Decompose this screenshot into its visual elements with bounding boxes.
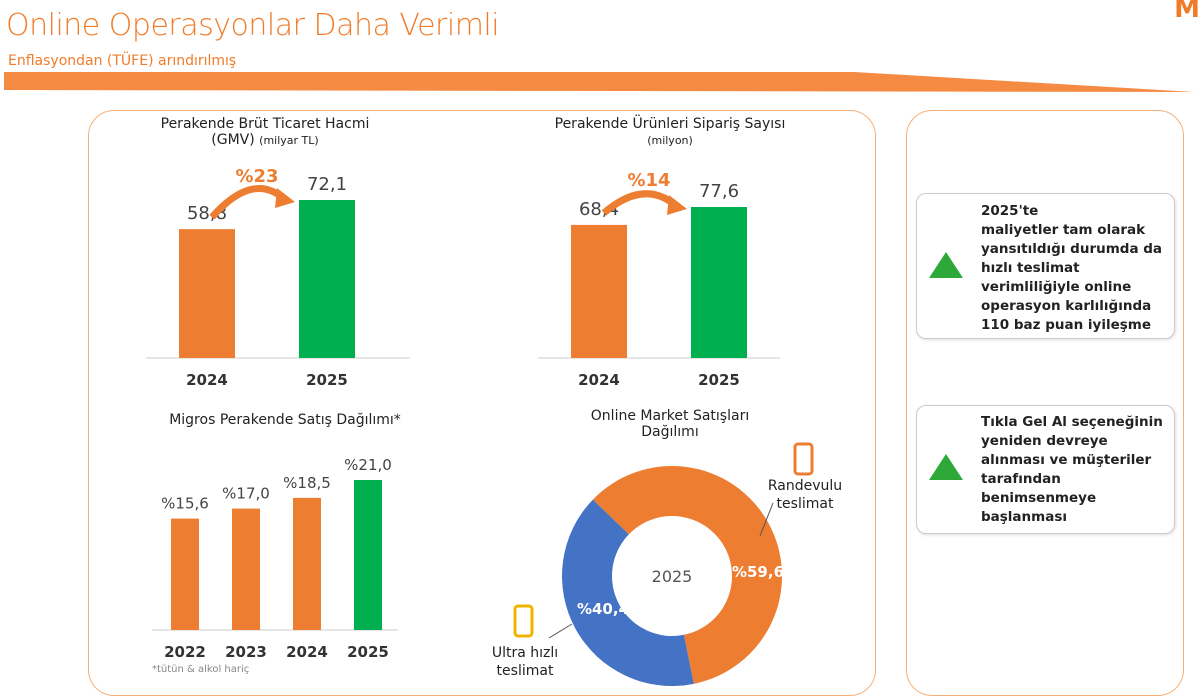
data-label: %15,6 [161,495,209,513]
footnote: *tütün & alkol hariç [152,664,250,675]
bar-2024 [293,497,321,630]
tick-label: 2025 [306,371,348,389]
growth-label: %14 [627,170,670,191]
info-card-1: 2025'te maliyetler tam olarak yansıtıldığı… [916,193,1175,339]
tick-label: 2022 [164,643,206,661]
info-text-1: 2025'te maliyetler tam olarak yansıtıldığı… [981,203,1163,333]
up-triangle-icon [929,454,963,480]
legend-label: Ultra hızlı [492,645,558,661]
legend-label: Randevulu [768,478,842,494]
data-label: %17,0 [222,485,270,503]
growth-label: %23 [235,166,278,187]
legend-label: teslimat [497,663,554,679]
bar-2025 [299,200,355,358]
phone-cart-icon [793,442,814,476]
bar-2024 [179,229,235,358]
header-band [4,72,1194,92]
bar-2023 [232,508,260,630]
slice-label: %59,6 [732,563,784,581]
tick-label: 2024 [578,371,620,389]
slice-label: %40,4 [577,600,629,618]
page-subtitle: Enflasyondan (TÜFE) arındırılmış [8,53,237,69]
info-text-2: Tıkla Gel Al seçeneğinin yeniden devreye a… [981,414,1163,525]
tick-label: 2025 [698,371,740,389]
page-title: Online Operasyonlar Daha Verimli [6,8,500,43]
share-chart-title: Migros Perakende Satış Dağılımı* [169,412,401,428]
data-label: %21,0 [344,456,392,474]
donut-slice [592,466,782,684]
gmv-chart-title: Perakende Brüt Ticaret Hacmi (GMV) (milya… [160,116,370,148]
tick-label: 2023 [225,643,267,661]
donut-slice [562,499,694,686]
info-card-2: Tıkla Gel Al seçeneğinin yeniden devreye a… [916,405,1175,534]
logo: M [1174,0,1200,24]
arrow-head-icon [275,188,295,208]
bar-2024 [571,224,627,358]
data-label: 77,6 [699,181,739,202]
leader-line [548,623,573,639]
data-label: 68,4 [579,199,619,220]
tick-label: 2025 [347,643,389,661]
legend-label: teslimat [777,496,834,512]
bar-2022 [171,518,199,630]
up-triangle-icon [929,252,963,278]
bar-2025 [691,207,747,358]
leader-line [759,502,774,537]
data-label: %18,5 [283,474,331,492]
arrow-head-icon [667,195,687,215]
donut-center-label: 2025 [652,567,693,586]
bar-2025 [354,480,382,630]
orders-chart-title: Perakende Ürünleri Sipariş Sayısı (milyon… [554,116,786,147]
data-label: 72,1 [307,174,347,195]
tick-label: 2024 [286,643,328,661]
phone-cart-icon [513,604,534,638]
tick-label: 2024 [186,371,228,389]
donut-chart-title: Online Market Satışları Dağılımı [590,408,750,440]
